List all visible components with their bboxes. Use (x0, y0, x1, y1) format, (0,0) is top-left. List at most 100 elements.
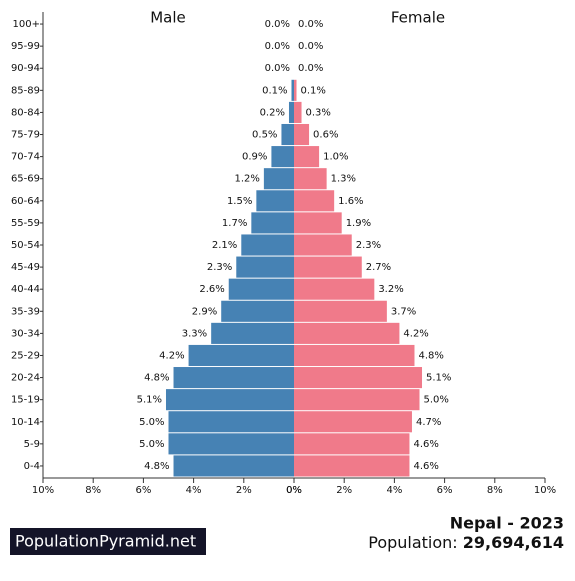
value-label: 4.2% (159, 350, 184, 361)
value-label: 0.5% (252, 130, 277, 141)
value-label: 5.0% (139, 439, 164, 450)
value-label: 5.0% (424, 395, 449, 406)
category-label: 50-54 (11, 240, 40, 251)
bar (281, 123, 294, 146)
category-label: 5-9 (24, 439, 40, 450)
population-value: 29,694,614 (463, 533, 564, 552)
value-label: 4.6% (413, 439, 438, 450)
value-label: 2.7% (366, 262, 391, 273)
value-label: 4.8% (144, 461, 169, 472)
population: Population: 29,694,614 (368, 533, 564, 552)
bar (294, 123, 310, 146)
bar (294, 168, 327, 190)
bar (294, 433, 410, 455)
brand: PopulationPyramid.net (15, 532, 196, 551)
bar (294, 455, 410, 477)
value-label: 0.3% (306, 107, 331, 118)
value-label: 2.9% (192, 306, 217, 317)
bar (294, 79, 297, 101)
category-label: 30-34 (11, 328, 40, 339)
category-label: 90-94 (11, 63, 40, 74)
x-tick-label: 6% (135, 485, 151, 496)
x-tick-label: 8% (85, 485, 101, 496)
bar (256, 190, 294, 212)
bar (251, 212, 294, 234)
value-label: 0.1% (301, 85, 326, 96)
value-label: 1.9% (346, 218, 371, 229)
value-label: 1.5% (227, 196, 252, 207)
category-label: 75-79 (11, 130, 40, 141)
category-label: 95-99 (11, 41, 40, 52)
bar (173, 455, 294, 477)
brand-box (10, 528, 206, 555)
category-label: 70-74 (11, 152, 40, 163)
x-tick-label: 6% (437, 485, 453, 496)
value-label: 4.8% (418, 350, 443, 361)
value-label: 0.1% (262, 85, 287, 96)
value-label: 0.0% (265, 63, 290, 74)
x-tick-label: 2% (336, 485, 352, 496)
value-label: 0.0% (298, 19, 323, 30)
bar (228, 278, 294, 300)
value-label: 2.1% (212, 240, 237, 251)
bar (288, 101, 294, 123)
bar (173, 367, 294, 389)
bar (294, 278, 375, 300)
category-label: 0-4 (24, 461, 40, 472)
value-label: 3.7% (391, 306, 416, 317)
value-label: 0.0% (265, 19, 290, 30)
value-label: 4.6% (413, 461, 438, 472)
x-tick-label: 4% (186, 485, 202, 496)
bar (294, 367, 423, 389)
bar (236, 256, 294, 278)
x-tick-label: 10% (534, 485, 556, 496)
series-title: Male (150, 9, 186, 27)
bar (168, 411, 294, 433)
series-title: Female (391, 9, 445, 27)
bar (294, 256, 362, 278)
category-label: 20-24 (11, 373, 40, 384)
category-label: 15-19 (11, 395, 40, 406)
bar (188, 344, 294, 367)
value-label: 0.6% (313, 130, 338, 141)
x-tick-label: 2% (236, 485, 252, 496)
category-label: 60-64 (11, 196, 40, 207)
value-label: 0.0% (298, 41, 323, 52)
value-label: 0.0% (265, 41, 290, 52)
category-label: 80-84 (11, 107, 40, 118)
category-label: 65-69 (11, 174, 40, 185)
category-label: 25-29 (11, 350, 40, 361)
bar (241, 234, 294, 256)
value-label: 1.3% (331, 174, 356, 185)
footer-title: Nepal - 2023 (450, 514, 564, 533)
bar (221, 300, 294, 322)
value-label: 1.6% (338, 196, 363, 207)
bar (294, 146, 320, 168)
x-tick-label: 4% (386, 485, 402, 496)
value-label: 5.0% (139, 417, 164, 428)
value-label: 0.0% (298, 63, 323, 74)
bar (165, 389, 294, 411)
value-label: 2.3% (207, 262, 232, 273)
bar (211, 322, 294, 344)
value-label: 5.1% (137, 395, 162, 406)
x-tick-label: 10% (32, 485, 54, 496)
category-label: 100+ (13, 19, 40, 30)
value-label: 4.8% (144, 373, 169, 384)
value-label: 2.3% (356, 240, 381, 251)
category-label: 10-14 (11, 417, 40, 428)
bar (263, 168, 294, 190)
category-label: 55-59 (11, 218, 40, 229)
value-label: 3.2% (378, 284, 403, 295)
x-tick-label: 0% (286, 485, 302, 496)
bar (271, 146, 294, 168)
bar (294, 344, 415, 367)
value-label: 1.2% (234, 174, 259, 185)
value-label: 4.2% (403, 328, 428, 339)
value-label: 2.6% (199, 284, 224, 295)
bar (294, 411, 412, 433)
value-label: 1.7% (222, 218, 247, 229)
bar (291, 79, 294, 101)
bar (294, 300, 387, 322)
